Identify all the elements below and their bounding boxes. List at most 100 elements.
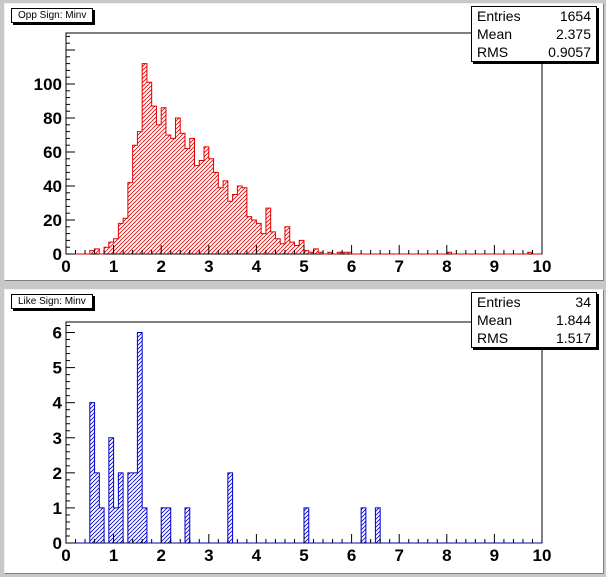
y-tick-label: 80 [43,109,62,128]
histogram-bin [304,250,309,254]
histogram-bin [227,472,233,543]
histogram-bin [337,252,343,254]
histogram-bin [251,220,257,254]
y-tick-label: 4 [53,394,63,413]
histogram-bin [304,507,309,543]
histogram-bin [204,146,209,254]
histogram-bin [127,182,133,254]
histogram-bin [180,133,185,254]
opp-sign-pad: 0 1 2 3 4 5 6 7 8 9 10 0 20 40 60 80 100 Opp Sign: Minv … [4,3,604,281]
histogram-bin [242,187,247,254]
histogram-bin [185,148,190,254]
y-tick-label: 0 [53,245,62,264]
stats-rms: RMS 0.9057 [477,44,591,60]
histogram-bin [142,63,147,254]
histogram-bin [208,158,214,254]
histogram-bin [170,138,176,254]
histogram-outline [66,63,542,255]
opp-sign-stats-box: Entries 1654 Mean 2.375 RMS 0.9057 [471,6,597,62]
histogram-bin [342,252,347,254]
like-sign-pad: 0 1 2 3 4 5 6 7 8 9 10 0 1 2 3 4 5 6 Like Sign: Minv Entr… [4,289,604,574]
y-tick-label: 3 [53,429,62,448]
x-tick-label: 7 [394,546,403,565]
histogram-bin [446,252,452,254]
histogram-bin [94,472,100,543]
histogram-bin [151,106,157,254]
x-tick-label: 8 [442,546,451,565]
y-tick-label: 100 [34,75,62,94]
histogram-bin [213,172,219,254]
histogram-bin [132,145,138,254]
x-tick-label: 6 [347,257,356,276]
histogram-bin [346,252,352,254]
histogram-bin [270,231,276,254]
x-tick-label: 6 [347,546,356,565]
histogram-bin [132,472,138,543]
histogram-bin [527,252,533,254]
x-tick-label: 3 [204,257,213,276]
histogram-bin [265,208,271,254]
histogram-bin [137,131,143,254]
y-tick-label: 5 [53,359,62,378]
x-tick-label: 10 [533,546,552,565]
histogram-bin [299,240,304,254]
x-tick-label: 0 [61,546,70,565]
y-tick-label: 0 [53,534,62,553]
histogram-bin [108,242,114,254]
histogram-bin [313,248,319,254]
histogram-bin [108,437,114,543]
histogram-bin [275,238,281,254]
like-sign-histogram: 0 1 2 3 4 5 6 7 8 9 10 0 1 2 3 4 5 6 [53,321,552,565]
stats-entries: Entries 1654 [477,8,591,24]
x-tick-label: 1 [109,546,118,565]
x-tick-label: 10 [533,257,552,276]
histogram-bin [113,238,119,254]
histogram-bin [89,402,95,543]
x-tick-label: 2 [156,257,165,276]
histogram-bin [261,233,266,254]
stats-entries: Entries 34 [477,294,591,310]
y-tick-label: 40 [43,177,62,196]
x-tick-label: 9 [490,546,499,565]
x-tick-label: 3 [204,546,213,565]
stats-mean: Mean 2.375 [477,26,591,42]
histogram-bin [89,250,95,254]
plot-frame [65,321,543,544]
histogram-bin [165,507,171,543]
y-tick-label: 6 [53,324,62,343]
histogram-bin [232,194,238,254]
histogram-bin [94,248,100,254]
like-sign-title: Like Sign: Minv [11,294,93,309]
x-tick-label: 5 [299,546,308,565]
y-tick-label: 20 [43,211,62,230]
histogram-bin [185,507,190,543]
histogram-bin [189,138,195,254]
y-tick-label: 2 [53,464,62,483]
x-tick-label: 0 [61,257,70,276]
histogram-bin [199,160,205,254]
histogram-bin [327,252,333,254]
histogram-bin [361,507,366,543]
histogram-bin [118,472,124,543]
histogram-bin [123,218,128,254]
opp-sign-title: Opp Sign: Minv [11,8,94,23]
x-tick-label: 5 [299,257,308,276]
y-tick-label: 1 [53,499,62,518]
histogram-bin [113,507,119,543]
histogram-bin [284,226,290,254]
histogram-bin [118,223,124,254]
histogram-bin [161,107,166,254]
histogram-bin [223,180,228,254]
histogram-bin [161,507,166,543]
histogram-bin [156,124,162,254]
histogram-bin [175,118,181,254]
histogram-bin [289,242,295,254]
histogram-bin [308,252,314,254]
histogram-bin [294,245,300,254]
x-tick-label: 1 [109,257,118,276]
histogram-bin [218,187,224,254]
histogram-bin [318,252,324,254]
histogram-bin [165,135,171,254]
histogram-bin [142,507,147,543]
